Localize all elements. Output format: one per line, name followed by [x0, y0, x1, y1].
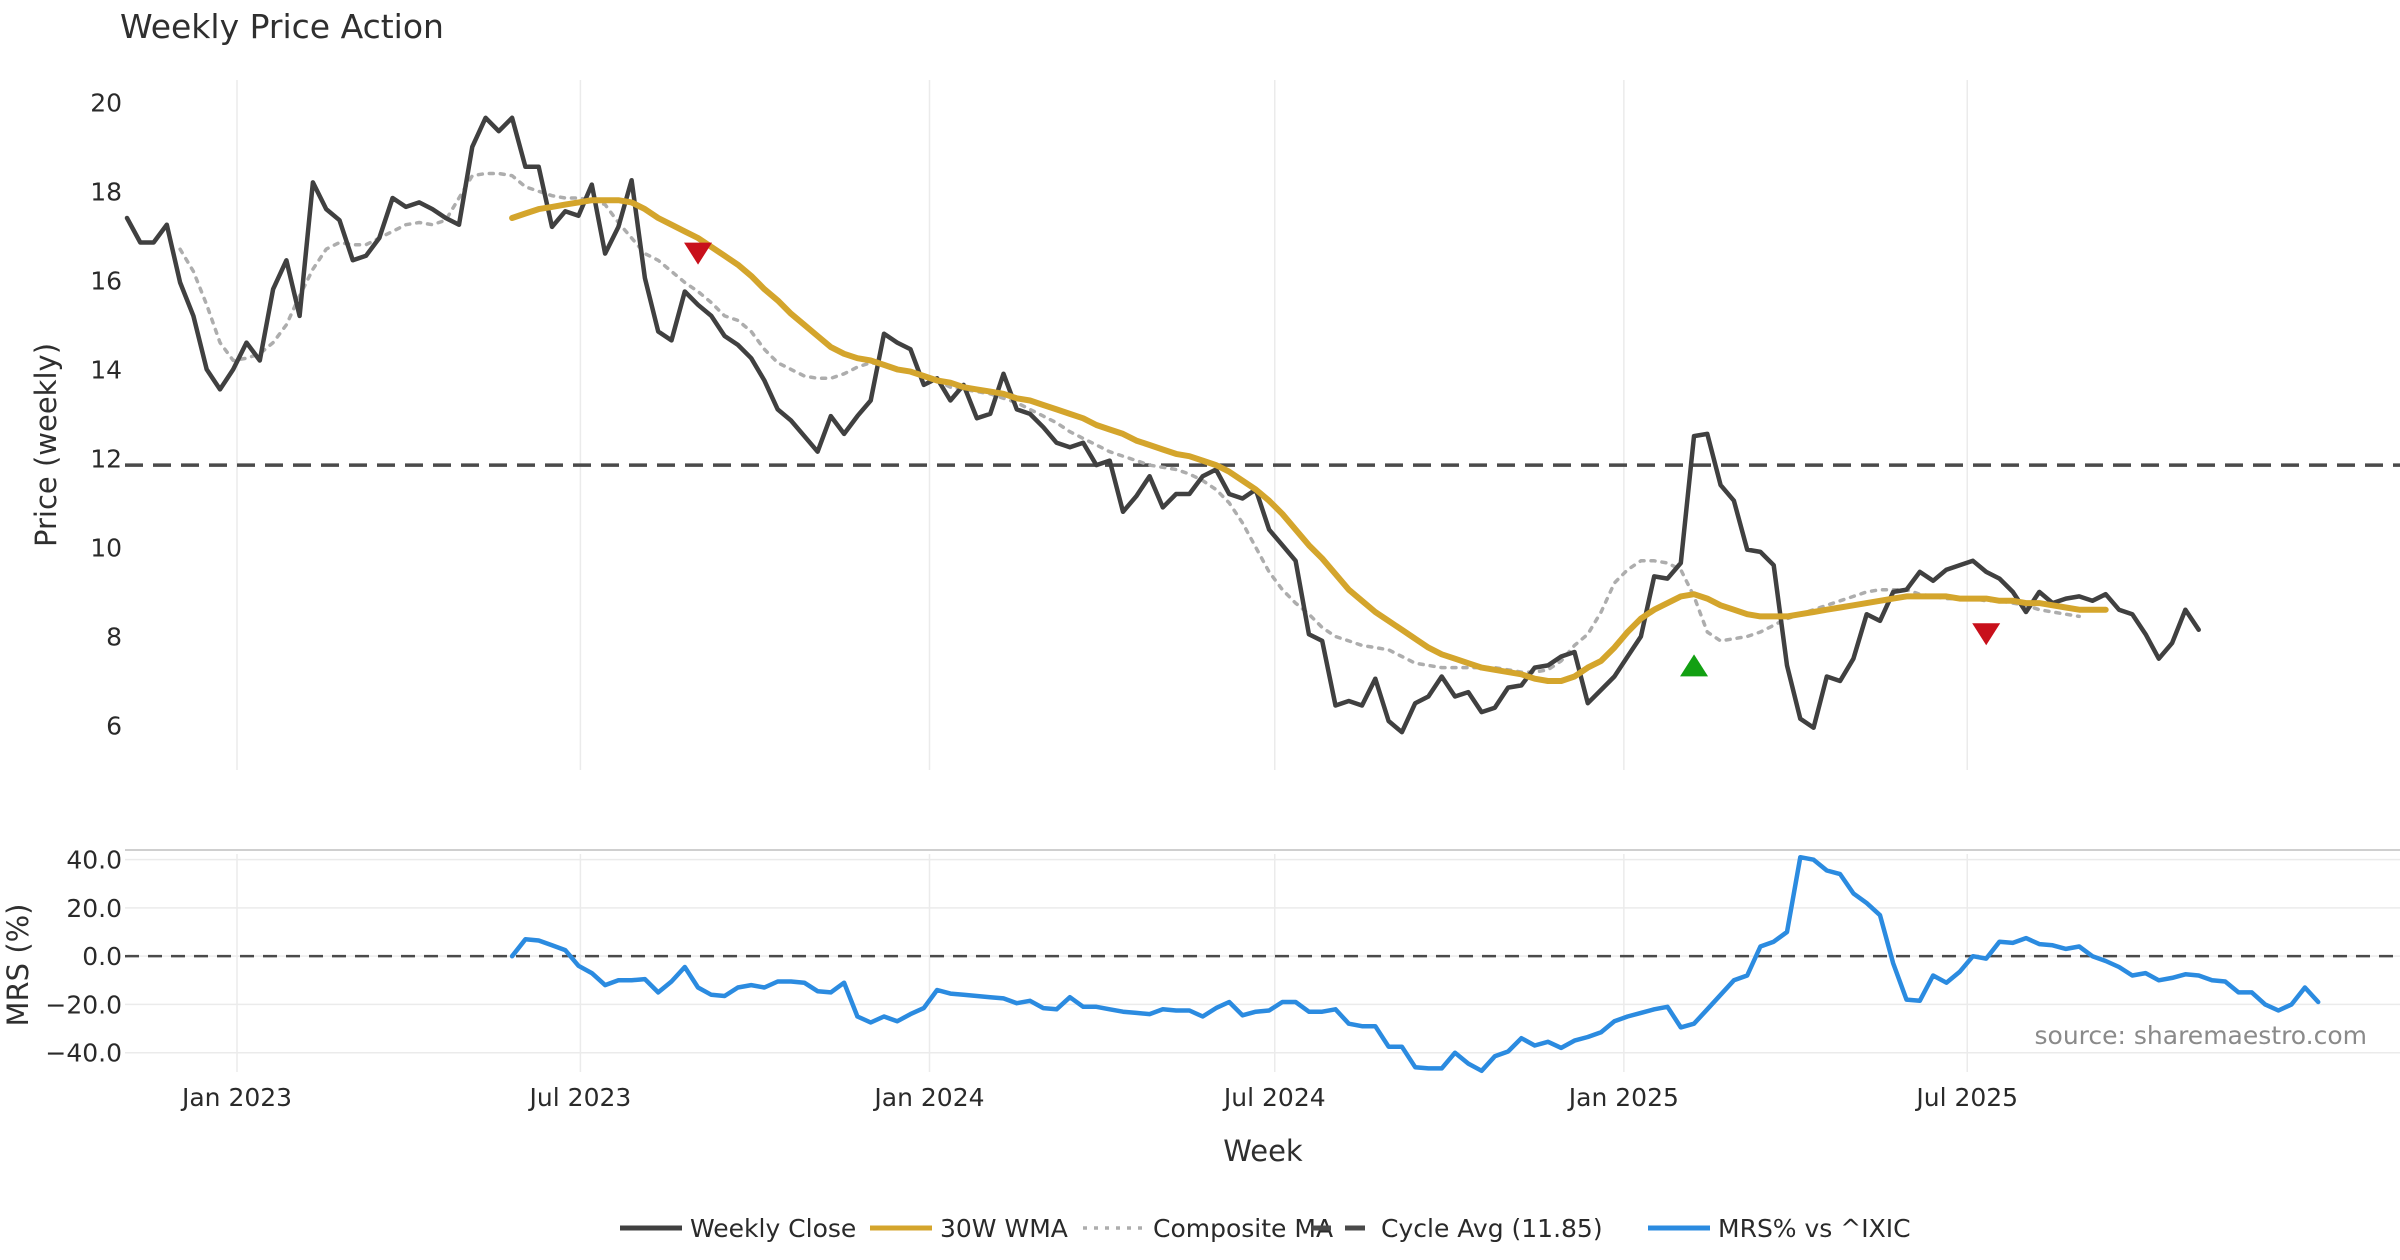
legend: Weekly Close 30W WMA Composite MA Cycle Avg…	[620, 1214, 1911, 1243]
weekly-close-line	[124, 115, 2201, 735]
legend-label: Cycle Avg (11.85)	[1381, 1214, 1603, 1243]
composite-ma-line	[178, 171, 2081, 674]
sell-signal-marker	[1972, 623, 2001, 646]
x-tick-labels: Jan 2023 Jul 2023 Jan 2024 Jul 2024 Jan 2025…	[180, 1083, 2018, 1112]
mrs-series-layer	[125, 854, 2400, 1074]
legend-label: 30W WMA	[940, 1214, 1068, 1243]
legend-label: Weekly Close	[690, 1214, 856, 1243]
mrs-y-tick-label: 40.0	[66, 846, 122, 875]
price-y-tick-label: 12	[90, 444, 122, 473]
x-tick-label: Jan 2025	[1567, 1083, 1679, 1112]
price-y-tick-labels: 6 8 10 12 14 16 18 20	[90, 88, 122, 740]
price-y-axis-title: Price (weekly)	[29, 343, 63, 547]
price-y-tick-label: 8	[106, 622, 122, 651]
price-y-tick-label: 18	[90, 177, 122, 206]
x-tick-label: Jul 2023	[528, 1083, 632, 1112]
price-y-tick-label: 6	[106, 711, 122, 740]
price-panel-grid	[236, 80, 1968, 770]
x-tick-label: Jul 2025	[1914, 1083, 2018, 1112]
sell-signal-marker	[684, 242, 713, 265]
x-tick-label: Jan 2023	[180, 1083, 292, 1112]
legend-label: Composite MA	[1153, 1214, 1333, 1243]
price-y-tick-label: 20	[90, 88, 122, 117]
price-y-tick-label: 14	[90, 355, 122, 384]
mrs-y-tick-labels: 40.0 20.0 0.0 −20.0 −40.0	[45, 846, 122, 1068]
mrs-y-tick-label: 20.0	[66, 894, 122, 923]
x-axis-title: Week	[1223, 1134, 1303, 1168]
mrs-y-tick-label: −40.0	[45, 1039, 122, 1068]
mrs-y-tick-label: 0.0	[82, 942, 122, 971]
legend-label: MRS% vs ^IXIC	[1718, 1214, 1911, 1243]
mrs-y-tick-label: −20.0	[45, 990, 122, 1019]
price-y-tick-label: 16	[90, 266, 122, 295]
price-series-layer	[124, 115, 2400, 735]
30w-wma-line	[509, 197, 2109, 684]
chart-title: Weekly Price Action	[120, 7, 444, 46]
mrs-line	[509, 854, 2321, 1074]
x-tick-label: Jul 2024	[1222, 1083, 1326, 1112]
x-tick-label: Jan 2024	[872, 1083, 984, 1112]
mrs-y-axis-title: MRS (%)	[1, 904, 35, 1027]
buy-signal-marker	[1680, 654, 1709, 677]
signal-markers	[684, 242, 2001, 677]
source-label: source: sharemaestro.com	[2035, 1021, 2368, 1050]
price-y-tick-label: 10	[90, 533, 122, 562]
